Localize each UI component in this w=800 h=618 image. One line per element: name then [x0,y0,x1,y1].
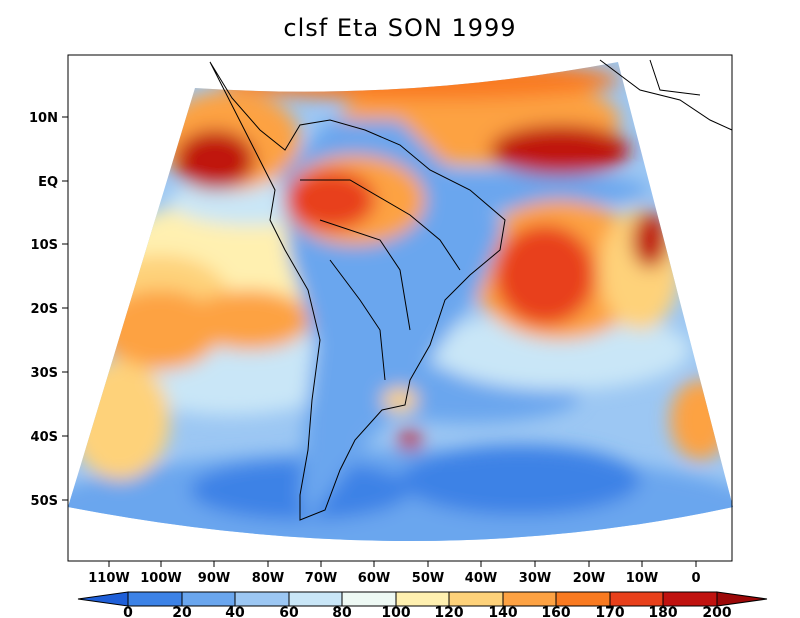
svg-text:50S: 50S [31,494,58,509]
colorbar-high-arrow [716,591,768,607]
svg-text:10W: 10W [626,571,658,586]
lon-tick-40W: 40W [465,561,497,586]
lon-tick-100W: 100W [140,561,182,586]
colorbar-label: 80 [332,605,352,618]
colorbar-segment [127,591,183,607]
svg-text:110W: 110W [88,571,129,586]
colorbar-label: 200 [702,605,731,618]
lon-tick-90W: 90W [198,561,230,586]
svg-text:100W: 100W [140,571,181,586]
colorbar-label: 140 [488,605,517,618]
colorbar-low-arrow [77,591,129,607]
svg-text:10S: 10S [31,238,58,253]
lat-tick-50S: 50S [31,494,68,509]
colorbar-label: 100 [381,605,410,618]
svg-text:20W: 20W [573,571,605,586]
colorbar-segment [555,591,611,607]
lat-tick-10N: 10N [29,111,68,126]
svg-text:40W: 40W [465,571,497,586]
colorbar-label: 160 [541,605,570,618]
colorbar-segment [395,591,450,607]
colorbar-segment [341,591,397,607]
colorbar-label: 180 [648,605,677,618]
lon-tick-50W: 50W [412,561,444,586]
colorbar-label: 40 [225,605,245,618]
svg-text:EQ: EQ [38,175,58,190]
svg-text:30S: 30S [31,366,58,381]
lon-axis: 110W 100W 90W 80W 70W 60W 50W 40W 30W 20… [88,561,701,586]
svg-text:80W: 80W [252,571,284,586]
colorbar: 0 20 40 60 80 100 120 140 160 170 180 20… [77,591,768,618]
colorbar-label: 0 [123,605,133,618]
svg-text:60W: 60W [358,571,390,586]
svg-text:40S: 40S [31,430,58,445]
colorbar-label: 170 [595,605,624,618]
lon-tick-10W: 10W [626,561,658,586]
colorbar-segment [662,591,718,607]
svg-text:20S: 20S [31,302,58,317]
lat-tick-20S: 20S [31,302,68,317]
colorbar-label: 60 [279,605,299,618]
colorbar-label: 20 [172,605,192,618]
lon-tick-80W: 80W [252,561,284,586]
lat-tick-10S: 10S [31,238,68,253]
lon-tick-70W: 70W [305,561,337,586]
colorbar-segment [234,591,290,607]
svg-text:70W: 70W [305,571,337,586]
svg-text:90W: 90W [198,571,230,586]
lon-tick-30W: 30W [519,561,551,586]
lat-axis: 10N EQ 10S 20S 30S 40S 50S [29,111,68,509]
colorbar-segment [502,591,557,607]
colorbar-segment [448,591,504,607]
lat-tick-30S: 30S [31,366,68,381]
lat-tick-EQ: EQ [38,175,68,190]
svg-text:30W: 30W [519,571,551,586]
lon-tick-20W: 20W [573,561,605,586]
svg-text:0: 0 [691,571,700,586]
svg-text:50W: 50W [412,571,444,586]
svg-text:10N: 10N [29,111,58,126]
lat-tick-40S: 40S [31,430,68,445]
colorbar-segment [181,591,236,607]
colorbar-segment [609,591,664,607]
map-title: clsf Eta SON 1999 [283,14,517,42]
colorbar-label: 120 [434,605,463,618]
coastlines [209,59,733,521]
lon-tick-110W: 110W [88,561,130,586]
lon-tick-60W: 60W [358,561,390,586]
lon-tick-0: 0 [691,561,701,586]
colorbar-segment [288,591,343,607]
